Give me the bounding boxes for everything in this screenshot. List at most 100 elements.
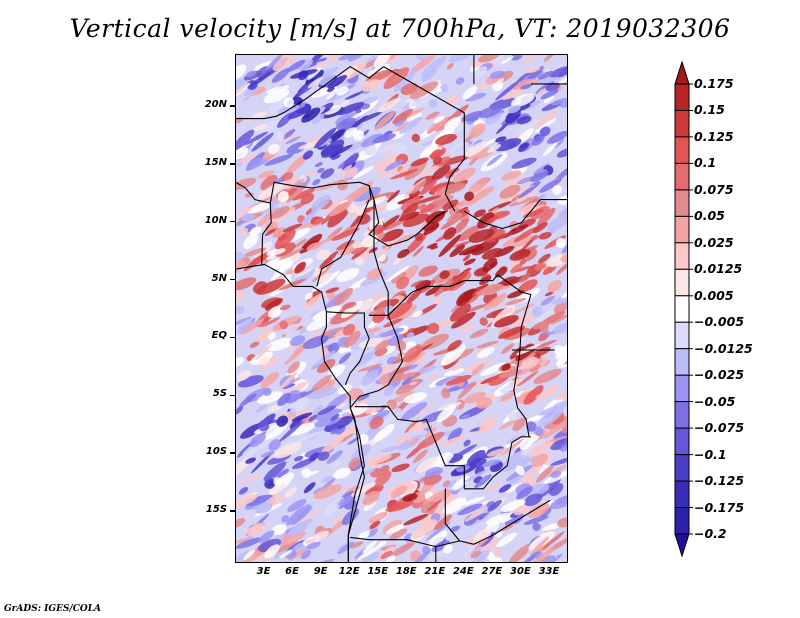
field-cell [271,68,290,83]
field-cell [365,454,392,465]
country-border [473,499,551,545]
field-cell [476,397,493,409]
field-cell [343,330,361,348]
field-cell [406,288,422,304]
field-cell [240,318,265,335]
field-cell [402,213,430,228]
field-cell [333,287,354,306]
field-cell [278,135,298,142]
field-cell [283,323,300,335]
field-cell [427,499,442,512]
field-cell [522,55,538,64]
field-cell [430,149,442,160]
field-cell [299,233,323,254]
field-cell [507,303,535,317]
country-border [383,66,465,212]
field-cell [539,178,562,193]
field-cell [255,404,267,414]
field-cell [534,426,544,437]
field-cell [453,241,471,248]
field-cell [294,455,304,462]
field-cell [393,70,416,92]
field-cell [538,332,549,342]
field-cell [342,301,357,309]
field-cell [357,530,370,540]
field-cell [359,298,374,312]
field-cell [528,530,555,551]
field-cell [243,549,255,561]
field-cell [386,190,400,203]
country-border [350,536,475,548]
y-tick [230,278,235,281]
field-cell [498,325,525,339]
field-cell [430,200,449,213]
field-cell [274,550,288,560]
field-cell [314,530,330,541]
field-cell [372,133,396,144]
field-cell [411,133,420,143]
field-cell [301,209,318,225]
field-cell [483,295,503,311]
field-cell [486,448,507,457]
field-cell [508,104,521,114]
field-cell [505,108,521,124]
x-tick-label: 30E [510,566,531,577]
field-cell [324,496,345,516]
field-cell [518,142,530,153]
field-cell [550,314,567,325]
field-cell [289,398,309,413]
field-cell [236,518,246,528]
field-cell [508,196,538,207]
field-cell [450,280,466,292]
field-cell [519,272,531,283]
colorbar-min-arrow [674,533,690,558]
colorbar-swatch [674,401,690,429]
footer-credit: GrADS: IGES/COLA [4,604,102,614]
field-cell [373,55,391,68]
map-plot-area [235,54,568,563]
field-cell [287,59,306,72]
field-cell [423,223,440,236]
field-cell [493,315,519,328]
field-cell [246,70,257,78]
field-cell [442,480,451,487]
field-cell [279,549,293,559]
field-cell [344,127,358,138]
field-cell [287,499,307,512]
colorbar-swatch [674,507,690,535]
field-cell [427,530,448,549]
field-cell [515,465,525,476]
colorbar-level-label: −0.025 [694,367,745,383]
field-cell [464,191,475,201]
field-cell [508,543,532,562]
field-cell [412,245,424,257]
field-cell [351,247,365,255]
field-cell [500,56,514,65]
field-cell [321,476,333,483]
field-cell [266,85,290,94]
field-cell [532,320,550,330]
field-cell [312,405,324,415]
field-cell [501,87,528,100]
field-cell [511,157,537,169]
field-cell [510,263,523,274]
field-cell [383,67,410,89]
field-cell [240,213,255,222]
field-cell [436,404,457,423]
field-cell [336,240,355,251]
field-cell [533,368,562,384]
country-border [261,203,272,266]
x-tick-label: 21E [424,566,446,577]
field-cell [239,475,261,483]
field-cell [261,557,274,562]
field-cell [287,105,312,120]
colorbar-swatch [674,242,690,270]
field-cell [543,55,557,62]
field-cell [461,496,485,506]
field-cell [412,519,438,539]
country-border [444,488,461,542]
field-cell [236,405,244,415]
field-cell [462,254,471,262]
field-cell [373,154,402,173]
field-cell [468,116,479,122]
